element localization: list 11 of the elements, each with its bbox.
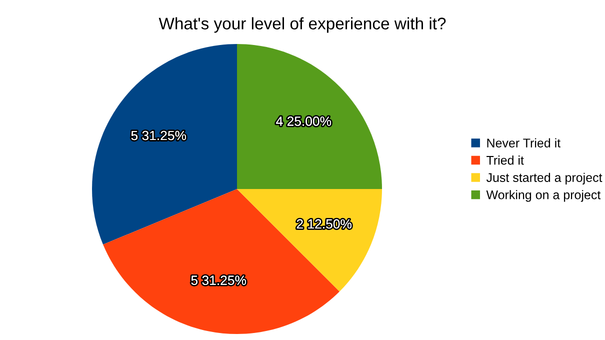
chart-title: What's your level of experience with it? — [158, 17, 446, 33]
data-label: 5 31.25% — [131, 130, 186, 140]
legend-label: Never Tried it — [487, 138, 560, 148]
pie-slice — [92, 44, 237, 244]
legend-label: Tried it — [486, 156, 524, 165]
pie-slice — [237, 44, 382, 189]
data-label: 4 25.00% — [276, 116, 332, 126]
data-label: 5 31.25% — [191, 276, 246, 285]
data-label: 2 12.50% — [296, 219, 352, 229]
legend-label: Just started a project — [486, 172, 602, 184]
legend-label: Working on a project — [486, 190, 601, 202]
